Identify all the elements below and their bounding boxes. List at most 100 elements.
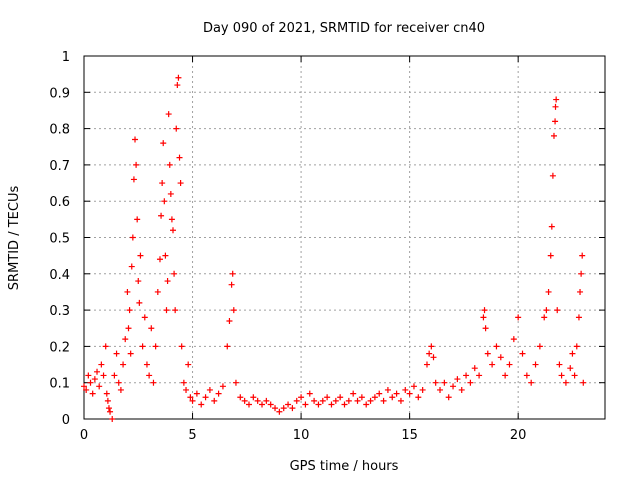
y-tick-label: 0.9 — [49, 86, 70, 101]
data-point — [230, 307, 237, 314]
data-point — [122, 336, 129, 343]
data-point — [215, 390, 222, 397]
data-point — [367, 397, 374, 404]
data-point — [577, 288, 584, 295]
data-point — [541, 314, 548, 321]
data-point — [198, 401, 205, 408]
data-point — [493, 343, 500, 350]
data-point — [228, 281, 235, 288]
data-point — [100, 372, 107, 379]
data-point — [85, 372, 92, 379]
data-point — [543, 307, 550, 314]
data-point — [410, 383, 417, 390]
data-point — [467, 379, 474, 386]
data-point — [553, 96, 560, 103]
data-point — [306, 390, 313, 397]
data-point — [254, 397, 261, 404]
data-point — [219, 383, 226, 390]
data-point — [139, 343, 146, 350]
data-point — [130, 176, 137, 183]
data-point — [125, 325, 132, 332]
data-point — [237, 394, 244, 401]
data-point — [161, 198, 168, 205]
y-tick-label: 0.6 — [49, 195, 70, 210]
data-point — [267, 401, 274, 408]
data-point — [358, 394, 365, 401]
data-point — [545, 288, 552, 295]
y-tick-label: 1 — [62, 50, 70, 65]
data-point — [83, 386, 90, 393]
data-point — [510, 336, 517, 343]
data-point — [81, 383, 87, 390]
data-point — [523, 372, 530, 379]
data-point — [171, 270, 178, 277]
data-point — [354, 397, 361, 404]
data-point — [117, 386, 124, 393]
data-point — [189, 397, 196, 404]
x-tick-label: 5 — [188, 428, 196, 443]
y-axis-label: SRMTID / TECUs — [7, 186, 22, 291]
data-point — [548, 223, 555, 230]
data-point — [87, 379, 94, 386]
data-point — [148, 325, 155, 332]
data-point — [136, 299, 143, 306]
data-point — [167, 190, 174, 197]
data-point — [547, 252, 554, 259]
y-tick-label: 0.8 — [49, 123, 70, 138]
data-point — [241, 397, 248, 404]
data-point — [315, 401, 322, 408]
data-point — [311, 397, 318, 404]
data-point — [152, 343, 159, 350]
y-tick-label: 0.2 — [49, 340, 70, 355]
data-point — [259, 401, 266, 408]
data-point — [102, 343, 109, 350]
data-point — [109, 416, 116, 422]
data-point — [120, 361, 127, 368]
data-point — [515, 314, 522, 321]
data-point — [480, 314, 487, 321]
data-point — [458, 386, 465, 393]
y-tick-label: 0.3 — [49, 304, 70, 319]
data-point — [506, 361, 513, 368]
data-point — [484, 350, 491, 357]
data-point — [156, 256, 163, 263]
data-point — [166, 161, 173, 168]
data-point — [91, 376, 98, 383]
data-point — [177, 180, 184, 187]
data-point — [423, 361, 430, 368]
data-point — [376, 390, 383, 397]
data-point — [185, 361, 192, 368]
data-point — [380, 397, 387, 404]
data-point — [550, 132, 557, 139]
y-tick-label: 0 — [62, 413, 70, 428]
data-point — [211, 397, 218, 404]
data-point — [96, 383, 103, 390]
data-point — [154, 288, 161, 295]
data-point — [397, 397, 404, 404]
data-point — [371, 394, 378, 401]
data-point — [532, 361, 539, 368]
data-point — [419, 386, 426, 393]
y-tick-label: 0.1 — [49, 377, 70, 392]
data-point — [128, 263, 135, 270]
data-point — [445, 394, 452, 401]
data-point — [549, 172, 556, 179]
data-point — [104, 397, 111, 404]
data-point — [124, 288, 131, 295]
x-tick-label: 15 — [401, 428, 418, 443]
data-point — [536, 343, 543, 350]
data-point — [554, 307, 561, 314]
data-point — [162, 252, 169, 259]
data-point — [319, 397, 326, 404]
data-point — [406, 390, 413, 397]
data-point — [150, 379, 157, 386]
data-point — [103, 390, 110, 397]
y-tick-label: 0.4 — [49, 268, 70, 283]
data-point — [115, 379, 122, 386]
data-point — [324, 394, 331, 401]
data-point — [332, 397, 339, 404]
data-point — [579, 252, 586, 259]
data-point — [471, 365, 478, 372]
data-point — [328, 401, 335, 408]
